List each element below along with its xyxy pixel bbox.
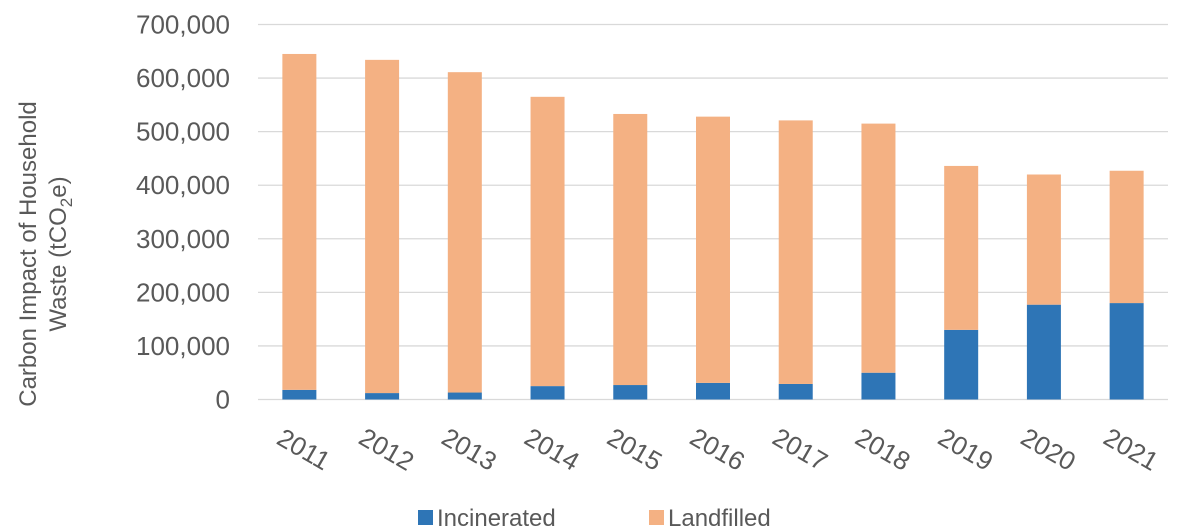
y-axis-title-line2: Waste (tCO2e) [45,176,76,331]
x-tick-label: 2014 [519,422,584,477]
y-tick-label: 300,000 [136,224,230,254]
y-axis-title-suffix: e) [45,176,72,197]
x-tick-label: 2012 [354,422,419,477]
x-tick-label: 2015 [602,422,667,477]
bar-incinerated-2013 [447,392,482,400]
legend-swatch-incinerated [418,510,433,525]
bar-incinerated-2017 [778,383,813,400]
y-axis-title-subscript: 2 [57,198,76,207]
y-tick-label: 200,000 [136,277,230,307]
bar-incinerated-2015 [613,385,648,400]
y-axis-title-line1: Carbon Impact of Household [15,101,42,407]
bar-landfilled-2014 [530,96,565,387]
x-tick-label: 2011 [272,422,335,476]
x-tick-label: 2017 [768,422,833,477]
bar-landfilled-2011 [282,53,317,390]
legend-swatch-landfilled [649,510,664,525]
legend: Incinerated Landfilled [418,505,771,529]
bar-incinerated-2021 [1109,303,1144,400]
bars [282,53,1144,400]
x-tick-label: 2018 [850,422,915,477]
x-tick-label: 2013 [437,422,502,477]
bar-landfilled-2017 [778,120,813,384]
y-tick-label: 700,000 [136,10,230,40]
y-axis-ticks: 0 100,000 200,000 300,000 400,000 500,000 600,… [136,10,230,415]
y-axis-title: Carbon Impact of Household Waste (tCO2e) [15,101,76,407]
y-tick-label: 500,000 [136,117,230,147]
y-tick-label: 100,000 [136,331,230,361]
bar-incinerated-2020 [1026,304,1061,400]
y-tick-label: 400,000 [136,170,230,200]
bar-incinerated-2012 [365,393,400,400]
y-axis-title-prefix: Waste (tCO [45,207,72,331]
bar-landfilled-2018 [861,123,896,373]
legend-label-incinerated: Incinerated [437,505,556,529]
bar-landfilled-2020 [1026,174,1061,305]
bar-landfilled-2021 [1109,170,1144,304]
bar-landfilled-2019 [944,165,979,330]
x-tick-label: 2020 [1016,422,1081,477]
y-tick-label: 0 [216,385,230,415]
bar-landfilled-2015 [613,113,648,386]
y-tick-label: 600,000 [136,63,230,93]
x-tick-label: 2019 [933,422,998,477]
bar-landfilled-2012 [365,59,400,394]
bar-incinerated-2014 [530,386,565,400]
bar-incinerated-2011 [282,389,317,400]
bar-incinerated-2016 [696,382,730,400]
x-tick-label: 2016 [685,422,750,477]
legend-label-landfilled: Landfilled [668,505,771,529]
bar-incinerated-2019 [944,329,979,400]
bar-landfilled-2013 [447,72,482,393]
x-tick-label: 2021 [1099,422,1164,477]
bar-incinerated-2018 [861,372,896,400]
x-axis-ticks: 2011 2012 2013 2014 2015 2016 2017 2018 2019 2020… [272,422,1164,477]
bar-landfilled-2016 [696,116,730,383]
